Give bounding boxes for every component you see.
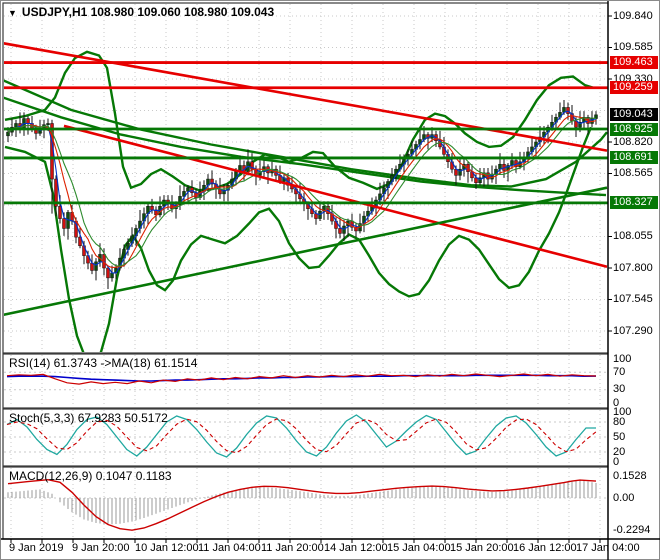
stoch-axis-label: 50 bbox=[613, 430, 626, 443]
time-axis-label: 15 Jan 20:00 bbox=[450, 542, 514, 554]
rsi-axis-label: 70 bbox=[613, 365, 626, 378]
price-axis-label: 107.290 bbox=[613, 324, 653, 337]
time-axis-label: 17 Jan 04:00 bbox=[576, 542, 640, 554]
main-price-panel bbox=[4, 4, 608, 352]
rsi-axis-label: 0 bbox=[613, 396, 620, 409]
rsi-panel bbox=[4, 355, 608, 407]
current-price-badge: 109.043 bbox=[610, 107, 658, 121]
support-price-badge: 108.327 bbox=[610, 196, 658, 210]
macd-panel bbox=[4, 468, 608, 538]
price-axis-label: 107.800 bbox=[613, 261, 653, 274]
stoch-axis-label: 20 bbox=[613, 445, 626, 458]
price-axis-label: 108.565 bbox=[613, 167, 653, 179]
resistance-price-badge: 109.463 bbox=[610, 56, 658, 70]
stoch-axis-label: 80 bbox=[613, 415, 626, 428]
macd-axis-label: 0.00 bbox=[613, 491, 635, 504]
price-axis-label: 108.055 bbox=[613, 230, 653, 242]
price-axis-label: 109.585 bbox=[613, 41, 653, 53]
time-axis-label: 16 Jan 12:00 bbox=[513, 542, 577, 554]
stoch-indicator-label: Stoch(5,3,3) 67.9283 50.5172 bbox=[9, 411, 168, 425]
rsi-indicator-label: RSI(14) 61.3743 ->MA(18) 61.1514 bbox=[9, 356, 198, 370]
support-price-badge: 108.925 bbox=[610, 122, 658, 136]
stoch-axis-label: 0 bbox=[613, 455, 620, 468]
resistance-price-badge: 109.259 bbox=[610, 81, 658, 95]
time-axis-label: 9 Jan 20:00 bbox=[72, 542, 130, 554]
chart-title-text: USDJPY,H1 108.980 109.060 108.980 109.04… bbox=[21, 5, 275, 19]
time-axis-label: 15 Jan 04:00 bbox=[387, 542, 451, 554]
macd-axis-label: 0.1528 bbox=[613, 469, 647, 482]
stochastic-panel bbox=[4, 410, 608, 465]
time-axis-label: 11 Jan 04:00 bbox=[198, 542, 261, 554]
stoch-axis-label: 100 bbox=[613, 405, 632, 418]
time-axis-label: 14 Jan 12:00 bbox=[324, 542, 388, 554]
macd-axis-label: -0.2294 bbox=[613, 524, 651, 537]
chart-title: ▼ USDJPY,H1 108.980 109.060 108.980 109.0… bbox=[8, 5, 274, 19]
symbol-dropdown-icon[interactable]: ▼ bbox=[8, 8, 17, 18]
price-axis-label: 109.840 bbox=[613, 9, 653, 22]
time-axis-label: 11 Jan 20:00 bbox=[261, 542, 324, 554]
price-axis-label: 107.545 bbox=[613, 293, 653, 305]
rsi-axis-label: 100 bbox=[613, 352, 632, 365]
time-axis-label: 10 Jan 12:00 bbox=[135, 542, 199, 554]
time-axis-label: 9 Jan 2019 bbox=[9, 542, 64, 554]
macd-indicator-label: MACD(12,26,9) 0.1047 0.1183 bbox=[9, 469, 172, 483]
rsi-axis-label: 30 bbox=[613, 383, 626, 396]
support-price-badge: 108.691 bbox=[610, 151, 658, 165]
price-axis-label: 108.820 bbox=[613, 135, 653, 148]
